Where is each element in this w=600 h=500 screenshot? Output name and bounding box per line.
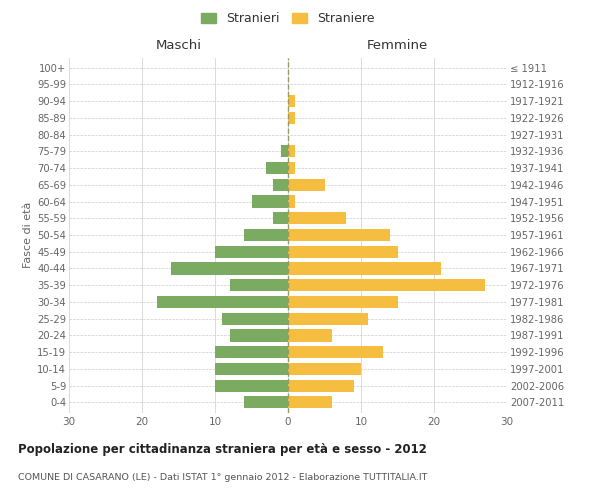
Bar — [288, 330, 332, 342]
Bar — [274, 212, 288, 224]
Bar — [157, 296, 288, 308]
Bar — [288, 145, 295, 158]
Bar — [215, 246, 288, 258]
Bar — [215, 346, 288, 358]
Bar — [288, 346, 383, 358]
Y-axis label: Fasce di età: Fasce di età — [23, 202, 33, 268]
Bar — [230, 330, 288, 342]
Bar — [215, 363, 288, 375]
Legend: Stranieri, Straniere: Stranieri, Straniere — [197, 8, 379, 29]
Bar — [288, 312, 368, 325]
Bar — [223, 312, 288, 325]
Bar — [288, 95, 295, 107]
Bar — [288, 112, 295, 124]
Bar — [288, 363, 361, 375]
Bar — [288, 162, 295, 174]
Bar — [288, 229, 390, 241]
Bar — [215, 380, 288, 392]
Bar — [288, 262, 442, 274]
Bar — [288, 246, 398, 258]
Bar — [244, 229, 288, 241]
Bar — [288, 380, 354, 392]
Bar — [251, 196, 288, 207]
Text: Femmine: Femmine — [367, 40, 428, 52]
Text: Popolazione per cittadinanza straniera per età e sesso - 2012: Popolazione per cittadinanza straniera p… — [18, 442, 427, 456]
Bar — [281, 145, 288, 158]
Bar — [230, 279, 288, 291]
Bar — [288, 279, 485, 291]
Text: Maschi: Maschi — [155, 40, 202, 52]
Bar — [288, 296, 398, 308]
Bar — [266, 162, 288, 174]
Bar — [288, 178, 325, 191]
Bar — [274, 178, 288, 191]
Bar — [288, 396, 332, 408]
Bar — [288, 212, 346, 224]
Bar — [288, 196, 295, 207]
Bar — [171, 262, 288, 274]
Text: COMUNE DI CASARANO (LE) - Dati ISTAT 1° gennaio 2012 - Elaborazione TUTTITALIA.I: COMUNE DI CASARANO (LE) - Dati ISTAT 1° … — [18, 472, 427, 482]
Bar — [244, 396, 288, 408]
